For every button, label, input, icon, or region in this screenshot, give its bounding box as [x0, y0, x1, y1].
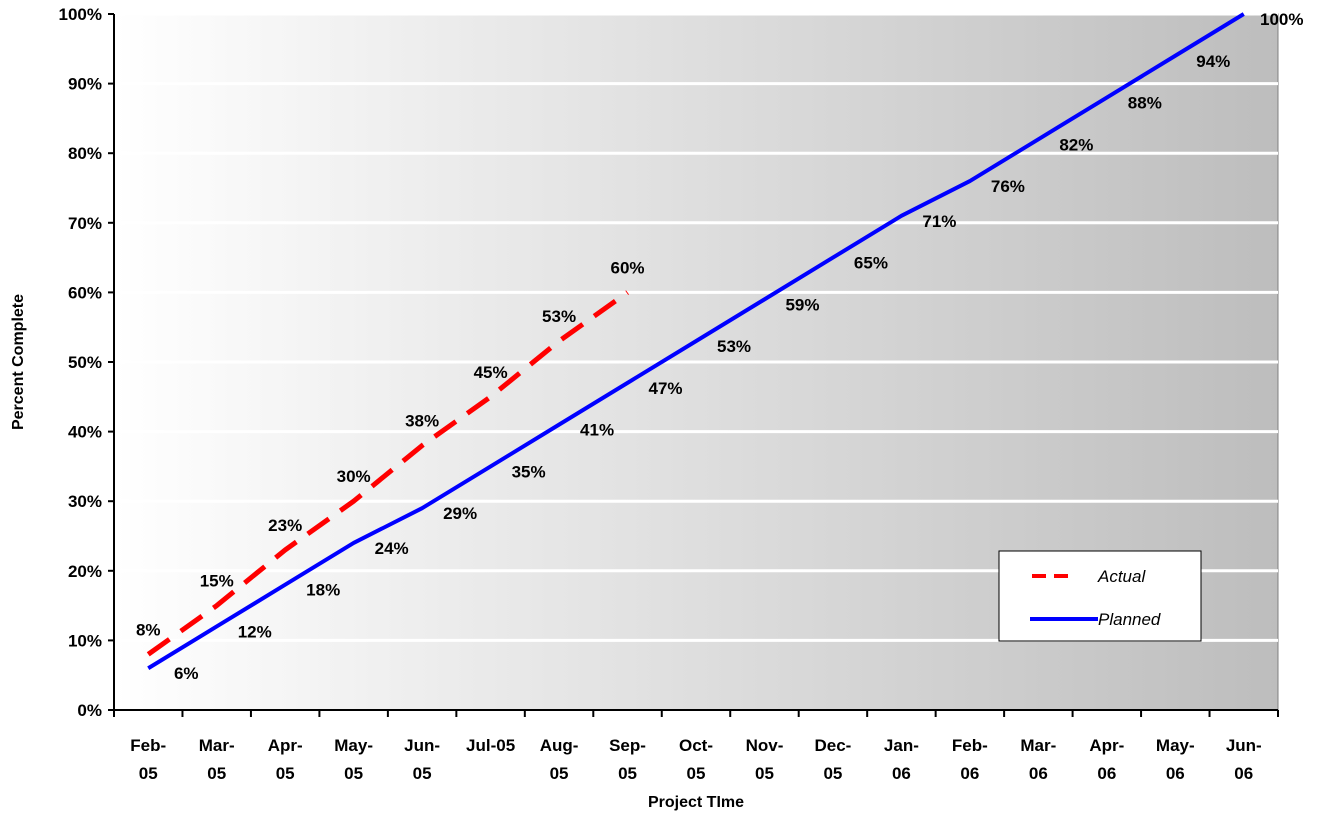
x-tick-label: Jun-05 [404, 736, 440, 783]
x-tick-label: Feb-05 [130, 736, 166, 783]
y-tick-label: 100% [59, 5, 102, 24]
data-label-planned: 94% [1196, 52, 1230, 71]
y-tick-label: 90% [68, 75, 102, 94]
y-tick-label: 10% [68, 631, 102, 650]
x-tick-label: Jul-05 [466, 736, 515, 755]
legend-planned-label: Planned [1098, 610, 1161, 629]
data-label-actual: 53% [542, 307, 576, 326]
data-label-planned: 53% [717, 337, 751, 356]
data-label-actual: 45% [474, 363, 508, 382]
y-tick-label: 40% [68, 423, 102, 442]
data-label-planned: 18% [306, 581, 340, 600]
data-label-planned: 47% [649, 379, 683, 398]
data-label-actual: 38% [405, 412, 439, 431]
legend: Actual Planned [998, 550, 1202, 642]
axes: 0% 10% 20% 30% 40% 50% 60% 70% 80% 90% 100% Feb-05 M… [59, 5, 1279, 783]
data-label-planned: 88% [1128, 94, 1162, 113]
x-tick-label: Oct-05 [679, 736, 713, 783]
y-tick-label: 0% [77, 701, 102, 720]
y-axis-title: Percent Complete [10, 294, 27, 430]
data-label-planned: 71% [922, 212, 956, 231]
x-axis-title: Project TIme [648, 794, 744, 811]
x-tick-label: Aug-05 [540, 736, 579, 783]
data-label-planned: 41% [580, 421, 614, 440]
series-lines [146, 12, 1245, 670]
x-tick-label: May-05 [334, 736, 373, 783]
data-label-planned: 35% [512, 462, 546, 481]
x-tick-label: Nov-05 [746, 736, 784, 783]
x-tick-label: Feb-06 [952, 736, 988, 783]
x-tick-label: Jan-06 [884, 736, 919, 783]
legend-box [998, 550, 1202, 642]
data-label-planned: 76% [991, 177, 1025, 196]
y-tick-label: 70% [68, 214, 102, 233]
x-tick-label: Apr-05 [268, 736, 303, 783]
data-label-planned: 29% [443, 504, 477, 523]
y-tick-label: 80% [68, 144, 102, 163]
x-tick-label: Sep-05 [609, 736, 646, 783]
data-label-planned: 82% [1059, 135, 1093, 154]
x-tick-label: Mar-06 [1020, 736, 1056, 783]
x-tick-label: Mar-05 [199, 736, 235, 783]
y-tick-label: 30% [68, 492, 102, 511]
data-label-planned: 100% [1260, 10, 1303, 29]
data-label-actual: 23% [268, 516, 302, 535]
x-tick-label: Jun-06 [1226, 736, 1262, 783]
y-tick-label: 60% [68, 283, 102, 302]
data-label-planned: 12% [238, 622, 272, 641]
data-label-planned: 59% [785, 295, 819, 314]
series-line-planned [147, 12, 1245, 670]
y-tick-label: 50% [68, 353, 102, 372]
y-tick-label: 20% [68, 562, 102, 581]
x-tick-label: May-06 [1156, 736, 1195, 783]
data-label-actual: 30% [337, 467, 371, 486]
data-label-actual: 8% [136, 620, 161, 639]
data-label-actual: 60% [611, 258, 645, 277]
series-line-actual [146, 290, 629, 657]
data-label-planned: 6% [174, 664, 199, 683]
legend-actual-label: Actual [1097, 567, 1146, 586]
data-label-planned: 24% [375, 539, 409, 558]
data-labels: 8% 15% 23% 30% 38% 45% 53% 60% 6% 12% 18% 24% 29% 35%… [136, 10, 1304, 683]
data-label-actual: 15% [200, 572, 234, 591]
x-tick-label: Dec-05 [815, 736, 852, 783]
x-tick-label: Apr-06 [1089, 736, 1124, 783]
data-label-planned: 65% [854, 254, 888, 273]
